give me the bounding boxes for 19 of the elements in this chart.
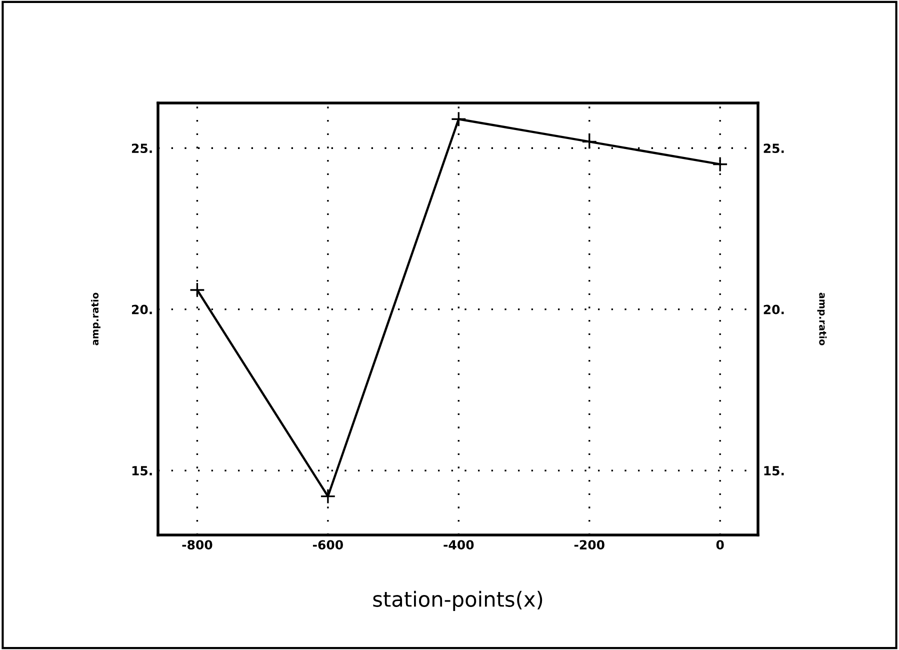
point xyxy=(189,282,205,298)
x-axis-title: station-points(x) xyxy=(373,590,542,612)
y-tick-label: 20. xyxy=(132,304,152,314)
y2-axis-title: amp.ratio xyxy=(817,292,827,346)
point xyxy=(582,134,598,150)
y2-tick-label: 25. xyxy=(764,144,784,154)
y-axis-title: amp.ratio xyxy=(91,292,100,346)
point xyxy=(320,488,336,504)
y2-tick-label: 20. xyxy=(764,304,784,314)
x-tick-label: -600 xyxy=(312,540,343,550)
x-tick-label: -400 xyxy=(444,540,474,550)
y2-tick-label: 15. xyxy=(764,466,784,476)
y-tick-label: 25. xyxy=(132,144,152,154)
x-tick-label: -800 xyxy=(182,540,212,550)
x-tick-label: -200 xyxy=(574,540,604,550)
point xyxy=(450,111,466,127)
point xyxy=(712,156,728,172)
x-tick-label: 0 xyxy=(716,540,724,550)
y-tick-label: 15. xyxy=(132,466,152,476)
